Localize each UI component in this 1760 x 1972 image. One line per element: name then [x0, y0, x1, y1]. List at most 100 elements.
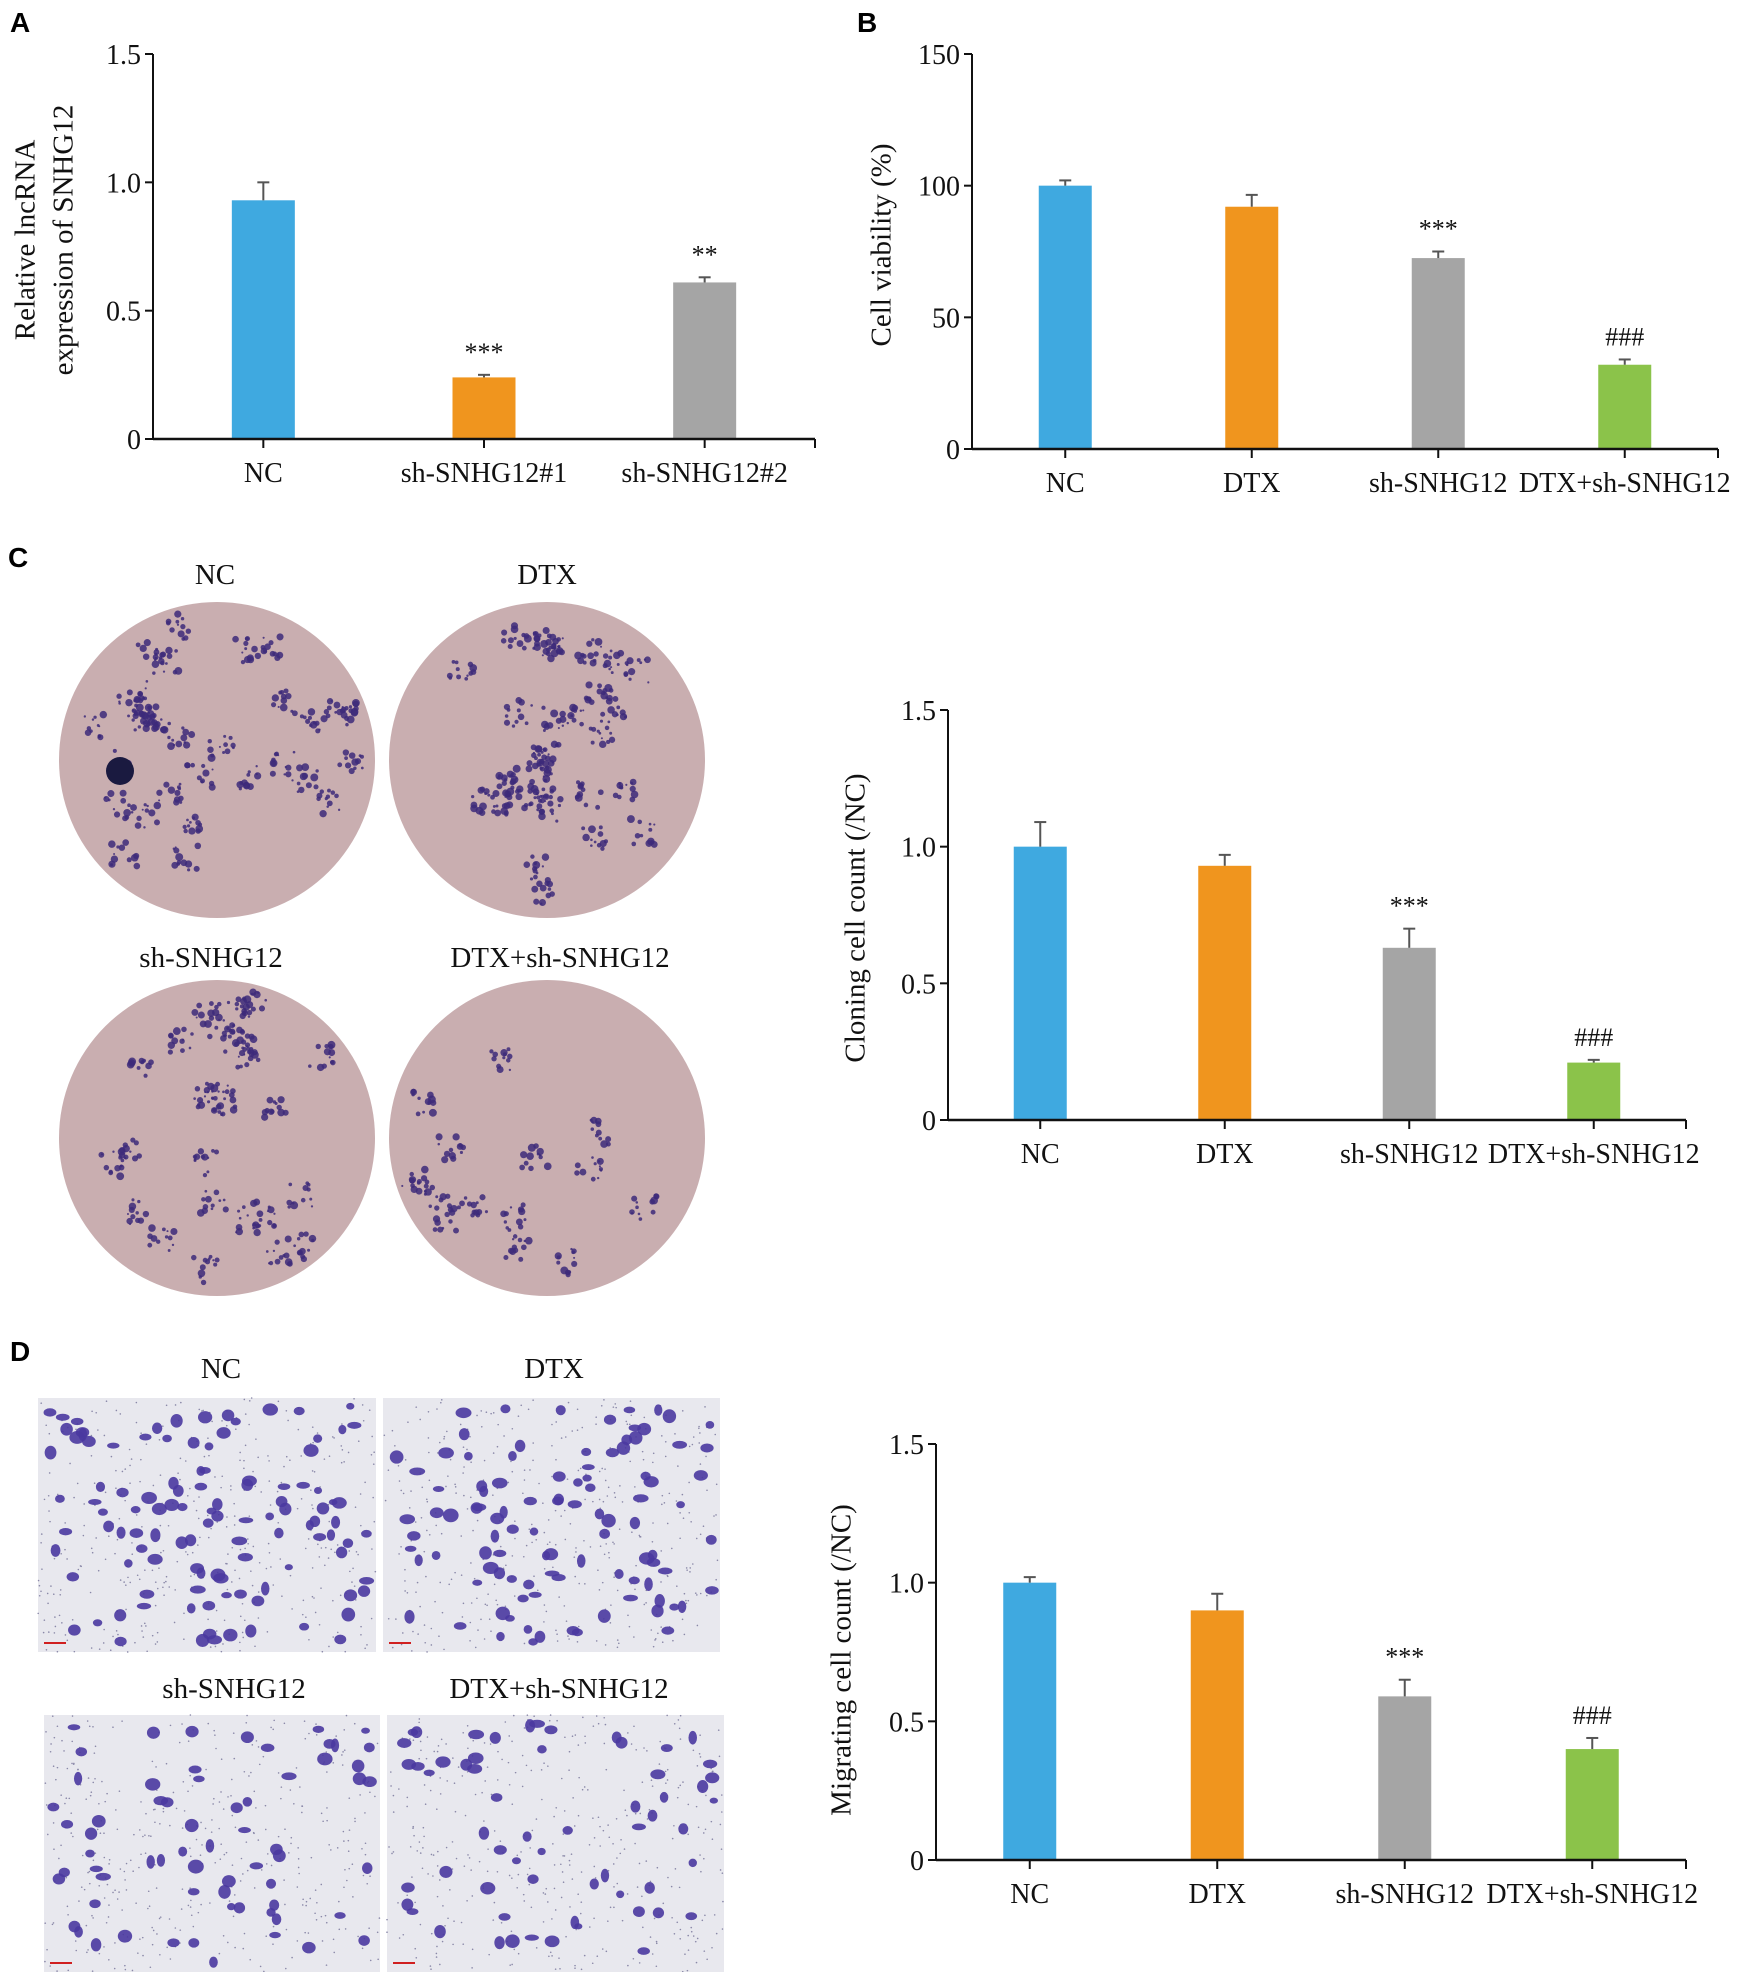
membrane-pore	[193, 1573, 196, 1576]
colony-dot	[212, 1107, 217, 1113]
colony-dot	[143, 803, 147, 807]
membrane-pore	[187, 1904, 190, 1907]
colony-dot	[223, 742, 228, 748]
colony-dish	[59, 980, 375, 1296]
colony-dot	[133, 728, 137, 732]
colony-dot	[591, 638, 595, 642]
colony-dot	[533, 635, 541, 643]
significance-label: ###	[1574, 1023, 1613, 1052]
membrane-pore	[492, 1919, 495, 1921]
membrane-pore	[215, 1747, 217, 1750]
membrane-pore	[455, 1492, 457, 1494]
colony-dot	[142, 653, 150, 660]
colony-dot	[542, 760, 550, 768]
membrane-pore	[321, 1940, 324, 1942]
membrane-pore	[509, 1964, 512, 1966]
membrane-pore	[486, 1604, 488, 1607]
membrane-pore	[56, 1650, 59, 1653]
colony-dot	[534, 745, 543, 753]
membrane-pore	[424, 1641, 427, 1644]
membrane-pore	[551, 1918, 553, 1920]
colony-dot	[537, 752, 541, 757]
membrane-pore	[483, 1459, 486, 1462]
membrane-pore	[151, 1943, 154, 1946]
colony-dot	[211, 768, 214, 771]
colony-dish	[389, 980, 705, 1296]
bar	[1198, 865, 1252, 1120]
colony-dot	[167, 1249, 171, 1252]
significance-label: ***	[1390, 892, 1429, 921]
membrane-pore	[501, 1758, 503, 1761]
migrated-cell	[55, 1494, 65, 1503]
membrane-pore	[626, 1423, 629, 1426]
membrane-pore	[199, 1854, 202, 1857]
colony-dot	[183, 741, 191, 749]
colony-dot	[255, 1057, 261, 1063]
membrane-pore	[616, 1589, 619, 1592]
colony-dot	[205, 1081, 209, 1086]
migrated-cell	[616, 1890, 625, 1899]
membrane-pore	[287, 1419, 289, 1422]
bar	[1225, 206, 1279, 449]
colony-dot	[541, 754, 547, 761]
colony-dot	[197, 822, 203, 827]
membrane-pore	[638, 1862, 641, 1865]
migrated-cell	[116, 1526, 126, 1539]
membrane-pore	[573, 1556, 576, 1558]
membrane-pore	[248, 1423, 250, 1426]
colony-dot	[606, 694, 613, 702]
colony-dot	[217, 1001, 222, 1007]
membrane-pore	[600, 1404, 603, 1407]
migrated-cell	[251, 1595, 265, 1607]
membrane-pore	[530, 1769, 533, 1772]
colony-dot	[133, 852, 140, 859]
membrane-pore	[643, 1747, 645, 1749]
colony-dot	[189, 821, 192, 824]
migrated-cell	[676, 1501, 685, 1509]
colony-dot	[447, 1207, 454, 1213]
membrane-pore	[112, 1891, 114, 1894]
colony-dot	[266, 1210, 270, 1213]
migrated-cell	[114, 1636, 127, 1647]
colony-dot	[173, 799, 180, 806]
membrane-pore	[432, 1854, 435, 1856]
colony-dot	[136, 1065, 141, 1070]
colony-dot	[650, 1209, 656, 1215]
membrane-pore	[361, 1404, 364, 1406]
membrane-pore	[716, 1559, 719, 1562]
membrane-pore	[553, 1887, 556, 1890]
colony-dot	[435, 1195, 439, 1199]
migrated-cell	[61, 1820, 74, 1829]
colony-dot	[182, 824, 187, 830]
migrated-cell	[242, 1796, 253, 1807]
colony-dot	[531, 885, 539, 893]
transwell-label-nc: NC	[201, 1353, 241, 1385]
membrane-pore	[336, 1631, 339, 1634]
membrane-pore	[616, 1646, 619, 1649]
membrane-pore	[141, 1525, 143, 1528]
membrane-pore	[392, 1794, 395, 1797]
migrated-cell	[162, 1434, 172, 1443]
colony-dot	[242, 782, 251, 790]
membrane-pore	[679, 1928, 682, 1931]
colony-dot	[434, 1205, 440, 1211]
membrane-pore	[331, 1436, 334, 1438]
membrane-pore	[489, 1743, 492, 1745]
colony-dot	[204, 1259, 211, 1265]
membrane-pore	[216, 1521, 219, 1523]
migrated-cell	[230, 1802, 243, 1814]
membrane-pore	[166, 1946, 168, 1949]
membrane-pore	[90, 1791, 93, 1793]
colony-dot	[191, 1254, 197, 1261]
colony-dot	[496, 1063, 502, 1069]
membrane-pore	[326, 1771, 328, 1773]
colony-dot	[500, 1049, 508, 1057]
membrane-pore	[45, 1731, 47, 1733]
membrane-pore	[103, 1832, 105, 1835]
membrane-pore	[446, 1430, 448, 1433]
colony-dot	[506, 787, 515, 796]
migrated-cell	[245, 1624, 257, 1638]
membrane-pore	[151, 1569, 154, 1572]
colony-dot	[478, 809, 486, 816]
x-tick-label: NC	[1010, 1879, 1049, 1910]
